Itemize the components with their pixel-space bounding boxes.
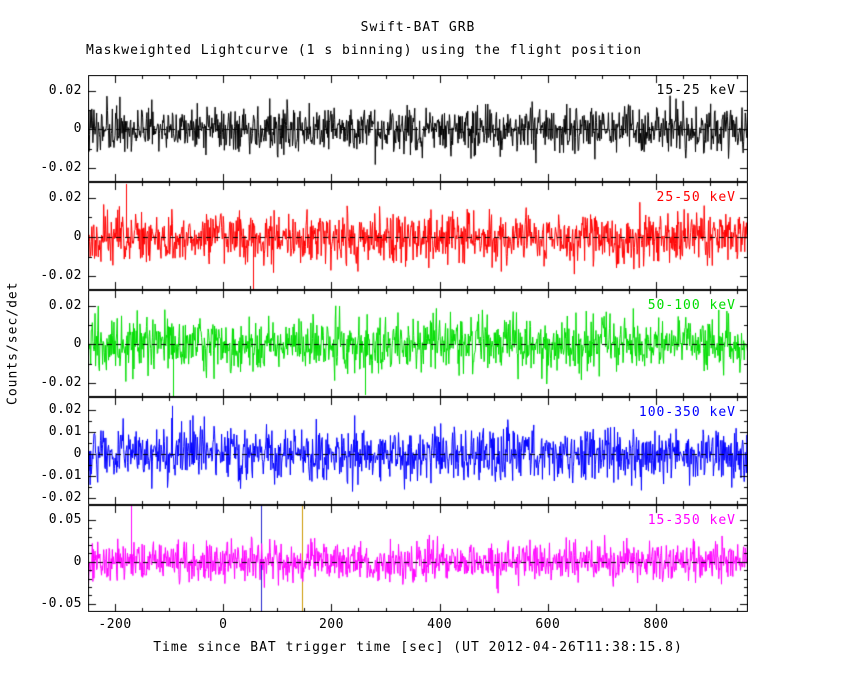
energy-band-label: 15-25 keV bbox=[656, 83, 736, 98]
x-tick-label: 600 bbox=[535, 617, 561, 632]
panel-15-350-kev bbox=[88, 505, 748, 612]
x-tick-label: 0 bbox=[219, 617, 228, 632]
x-tick-label: -200 bbox=[98, 617, 132, 632]
y-tick-label: 0.02 bbox=[48, 402, 82, 417]
y-tick-label: 0.02 bbox=[48, 298, 82, 313]
chart-title: Swift-BAT GRB bbox=[360, 20, 476, 35]
y-tick-label: -0.02 bbox=[40, 490, 82, 505]
x-tick-label: 400 bbox=[427, 617, 453, 632]
lightcurve-canvas-15-25-kev bbox=[88, 75, 748, 182]
y-tick-label: -0.02 bbox=[40, 160, 82, 175]
y-tick-label: 0 bbox=[73, 229, 82, 244]
y-tick-label: 0.02 bbox=[48, 83, 82, 98]
x-tick-label: 800 bbox=[643, 617, 669, 632]
panel-50-100-kev bbox=[88, 290, 748, 397]
lightcurve-canvas-50-100-kev bbox=[88, 290, 748, 397]
energy-band-label: 25-50 keV bbox=[656, 190, 736, 205]
energy-band-label: 100-350 keV bbox=[638, 405, 736, 420]
chart-subtitle: Maskweighted Lightcurve (1 s binning) us… bbox=[86, 43, 643, 58]
y-tick-label: 0 bbox=[73, 446, 82, 461]
y-axis-label: Counts/sec/det bbox=[5, 281, 21, 406]
y-tick-label: 0.02 bbox=[48, 190, 82, 205]
y-tick-label: -0.05 bbox=[40, 596, 82, 611]
panel-100-350-kev bbox=[88, 397, 748, 505]
y-tick-label: -0.01 bbox=[40, 468, 82, 483]
y-tick-label: 0 bbox=[73, 121, 82, 136]
lightcurve-canvas-100-350-kev bbox=[88, 397, 748, 505]
panel-25-50-kev bbox=[88, 182, 748, 290]
x-tick-label: 200 bbox=[318, 617, 344, 632]
y-tick-label: -0.02 bbox=[40, 268, 82, 283]
energy-band-label: 50-100 keV bbox=[647, 298, 736, 313]
y-tick-label: 0.01 bbox=[48, 424, 82, 439]
y-tick-label: 0.05 bbox=[48, 512, 82, 527]
y-tick-label: 0 bbox=[73, 336, 82, 351]
lightcurve-canvas-15-350-kev bbox=[88, 505, 748, 612]
y-tick-label: -0.02 bbox=[40, 375, 82, 390]
y-tick-label: 0 bbox=[73, 554, 82, 569]
lightcurve-canvas-25-50-kev bbox=[88, 182, 748, 290]
energy-band-label: 15-350 keV bbox=[647, 513, 736, 528]
x-axis-label: Time since BAT trigger time [sec] (UT 20… bbox=[153, 640, 683, 655]
panel-15-25-kev bbox=[88, 75, 748, 182]
